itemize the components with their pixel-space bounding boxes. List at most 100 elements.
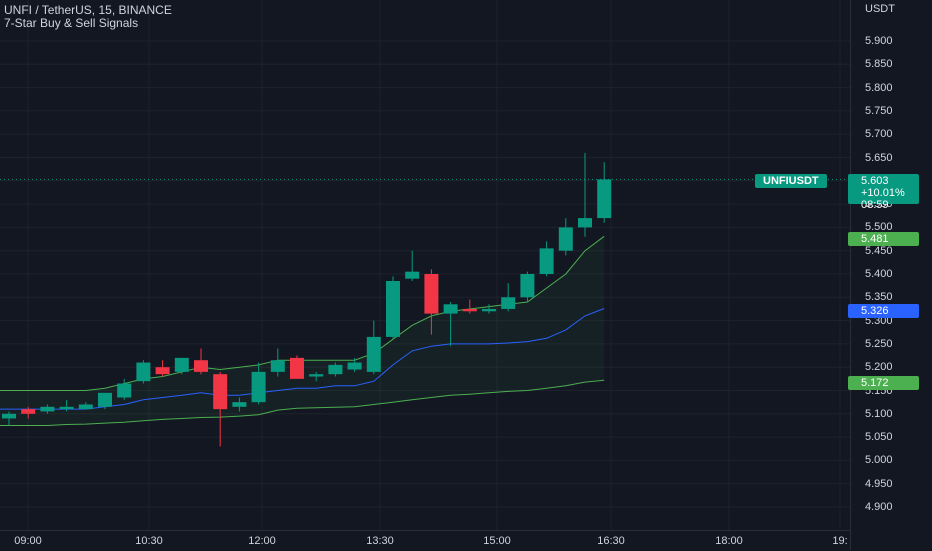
candle-body <box>501 297 516 309</box>
candle <box>174 357 189 375</box>
price-tick: 5.100 <box>865 407 893 420</box>
candle <box>597 162 612 223</box>
candle-body <box>597 179 612 219</box>
price-tick: 5.050 <box>865 431 893 444</box>
candle-body <box>98 392 112 407</box>
time-tick: 12:00 <box>248 535 276 547</box>
candle <box>443 301 458 347</box>
candle-body <box>386 280 400 337</box>
chart-grid <box>0 0 850 530</box>
candle <box>194 348 208 375</box>
time-tick: 13:30 <box>366 535 394 547</box>
candle-body <box>405 271 420 279</box>
candle-body <box>78 404 93 410</box>
candle-body <box>366 336 381 372</box>
candle <box>501 283 516 312</box>
price-tick: 5.900 <box>865 35 893 47</box>
candle <box>98 392 112 410</box>
candle <box>462 299 477 314</box>
candle <box>328 362 343 377</box>
candle-body <box>328 364 343 375</box>
candle <box>578 152 592 237</box>
candle <box>2 411 16 426</box>
band-fill <box>0 236 605 426</box>
time-tick: 10:30 <box>135 535 163 547</box>
middle-band-label: 5.326 <box>848 304 919 318</box>
indicator-bands <box>0 235 605 426</box>
indicator-legend[interactable]: 7-Star Buy & Sell Signals <box>4 16 139 30</box>
symbol-legend[interactable]: UNFI / TetherUS, 15, BINANCE <box>4 3 172 17</box>
candle <box>213 371 228 447</box>
time-axis[interactable]: 09:00 10:30 12:00 13:30 15:00 16:30 18:00 19: <box>0 530 850 551</box>
candle <box>136 360 151 384</box>
candle <box>155 360 170 377</box>
price-chart[interactable] <box>0 0 850 530</box>
candle-body <box>520 274 535 298</box>
candle-body <box>136 362 151 382</box>
candle-body <box>539 248 554 274</box>
candle <box>290 355 304 379</box>
candle <box>59 399 74 412</box>
candle-body <box>59 406 74 410</box>
candle <box>539 241 554 277</box>
currency-label: USDT <box>865 3 895 15</box>
time-tick: 09:00 <box>14 535 42 547</box>
candle <box>117 378 132 400</box>
candle-body <box>482 308 496 312</box>
candle-body <box>232 402 247 407</box>
candle-body <box>443 304 458 314</box>
price-tick: 5.400 <box>865 268 893 280</box>
candle-body <box>462 308 477 312</box>
candle <box>270 348 285 377</box>
price-tick: 5.700 <box>865 128 893 141</box>
candle <box>366 320 381 375</box>
candle-body <box>251 371 266 403</box>
candle <box>347 357 362 372</box>
candle-body <box>309 374 324 377</box>
time-tick: 18:00 <box>715 535 743 547</box>
price-tick: 5.850 <box>865 58 893 71</box>
price-axis[interactable]: USDT 5.9005.8505.8005.7505.7005.6505.600… <box>850 0 932 550</box>
candle <box>309 371 324 382</box>
upper-band-label: 5.481 <box>848 232 919 246</box>
price-tick: 4.900 <box>865 501 893 513</box>
price-tick: 5.800 <box>865 81 893 94</box>
price-tick: 5.200 <box>865 361 893 374</box>
price-tick: 5.350 <box>865 291 893 304</box>
candle-body <box>155 367 170 375</box>
price-change-value: +10.01% <box>861 187 905 199</box>
price-tick: 5.500 <box>865 221 893 234</box>
candle <box>232 397 247 412</box>
time-tick: 16:30 <box>597 535 625 547</box>
price-tick: 5.250 <box>865 337 893 350</box>
candle <box>251 362 266 405</box>
candle <box>21 406 36 419</box>
candle <box>520 271 535 302</box>
candle-body <box>558 227 573 251</box>
candle-body <box>290 357 304 379</box>
candle-body <box>213 374 228 410</box>
symbol-price-label: UNFIUSDT <box>755 174 827 188</box>
candle <box>482 304 496 314</box>
candle-body <box>194 360 208 372</box>
bar-countdown: 08:59 <box>861 199 889 211</box>
candle-body <box>270 360 285 372</box>
candle <box>78 402 93 410</box>
price-tick: 4.950 <box>865 477 893 490</box>
candle-body <box>2 413 16 419</box>
candle <box>424 269 439 335</box>
candle-body <box>40 406 55 412</box>
candle <box>558 218 573 256</box>
last-price-value: 5.603 <box>861 175 889 187</box>
time-tick: 19: <box>832 535 848 547</box>
candle <box>405 250 420 281</box>
time-tick: 15:00 <box>483 535 511 547</box>
candle <box>40 404 55 414</box>
candle <box>386 276 400 340</box>
lower-band-label: 5.172 <box>848 376 919 390</box>
candle-body <box>578 218 592 228</box>
price-tick: 5.650 <box>865 151 893 164</box>
lower-band-line <box>0 379 605 426</box>
candle-body <box>424 274 439 314</box>
price-tick: 5.000 <box>865 454 893 467</box>
